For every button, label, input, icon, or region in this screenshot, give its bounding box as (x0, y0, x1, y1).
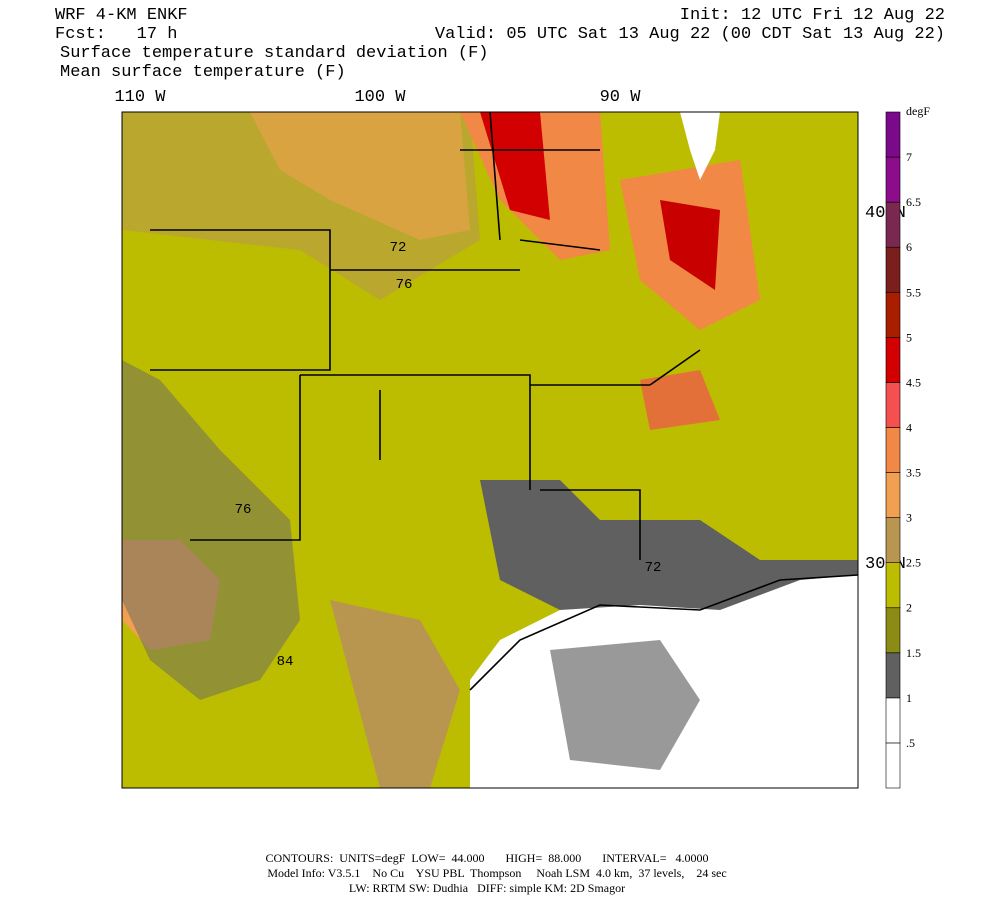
shade-region (122, 360, 300, 700)
colorbar-bin (885, 607, 901, 654)
valid-time: Valid: 05 UTC Sat 13 Aug 22 (00 CDT Sat … (435, 25, 945, 44)
shade-region (480, 112, 550, 220)
colorbar-bin (885, 427, 901, 473)
footer-line: CONTOURS: UNITS=degF LOW= 44.000 HIGH= 8… (266, 851, 709, 865)
footer-line: Model Info: V3.5.1 No Cu YSU PBL Thompso… (267, 866, 726, 880)
colorbar: degF .5 1 1.5 2 2.5 3 3.5 4 4.5 5 5.5 6 6.5 7 (885, 104, 930, 789)
contour-label: 72 (390, 240, 407, 256)
footer-line: LW: RRTM SW: Dudhia DIFF: simple KM: 2D … (349, 881, 625, 895)
colorbar-bin (885, 517, 901, 563)
contour-label: 72 (645, 560, 662, 576)
colorbar-label: 4.5 (906, 375, 921, 389)
colorbar-label: 2.5 (906, 556, 921, 570)
shade-region (640, 370, 720, 430)
contour-label: 76 (235, 502, 252, 518)
shade-region (250, 112, 470, 240)
contour-label: 76 (396, 277, 413, 293)
longitude-label: 110 W (114, 88, 166, 107)
colorbar-label: 3.5 (906, 466, 921, 480)
colorbar-units: degF (906, 104, 930, 118)
colorbar-bin (885, 472, 901, 518)
colorbar-bin (885, 697, 901, 744)
shade-region (550, 640, 700, 770)
colorbar-label: 7 (906, 150, 912, 164)
shade-region (330, 600, 460, 788)
colorbar-bin (885, 111, 901, 158)
contour-field: Mean surface temperature (F) (60, 63, 346, 82)
shaded-field: Surface temperature standard deviation (… (60, 44, 488, 63)
coastline (469, 574, 859, 691)
colorbar-label: 4 (906, 420, 912, 434)
forecast-hour: Fcst: 17 h (55, 25, 177, 44)
colorbar-bin (885, 652, 901, 699)
model-name: WRF 4-KM ENKF (55, 6, 188, 25)
colorbar-bin (885, 382, 901, 428)
colorbar-label: 6.5 (906, 195, 921, 209)
colorbar-label: 1.5 (906, 646, 921, 660)
longitude-label: 90 W (600, 88, 642, 107)
lake (680, 112, 720, 180)
map: 72 76 76 84 72 (121, 111, 859, 789)
map-frame (121, 111, 859, 789)
colorbar-bin (885, 201, 901, 248)
colorbar-label: 6 (906, 240, 912, 254)
contour-label: 84 (277, 654, 294, 670)
shade-region (660, 200, 720, 290)
shade-region (480, 480, 858, 620)
colorbar-label: 3 (906, 511, 912, 525)
colorbar-bin (885, 562, 901, 609)
colorbar-label: .5 (906, 736, 915, 750)
colorbar-label: 5 (906, 330, 912, 344)
longitude-label: 100 W (354, 88, 406, 107)
colorbar-bin (885, 742, 901, 789)
init-time: Init: 12 UTC Fri 12 Aug 22 (680, 6, 945, 25)
contour-labels: 72 76 76 84 72 (235, 240, 662, 670)
colorbar-label: 1 (906, 691, 912, 705)
colorbar-bin (885, 156, 901, 203)
colorbar-label: 5.5 (906, 285, 921, 299)
colorbar-bin (885, 337, 901, 383)
colorbar-bin (885, 246, 901, 293)
colorbar-bin (885, 291, 901, 338)
colorbar-label: 2 (906, 601, 912, 615)
state-borders (150, 111, 701, 560)
